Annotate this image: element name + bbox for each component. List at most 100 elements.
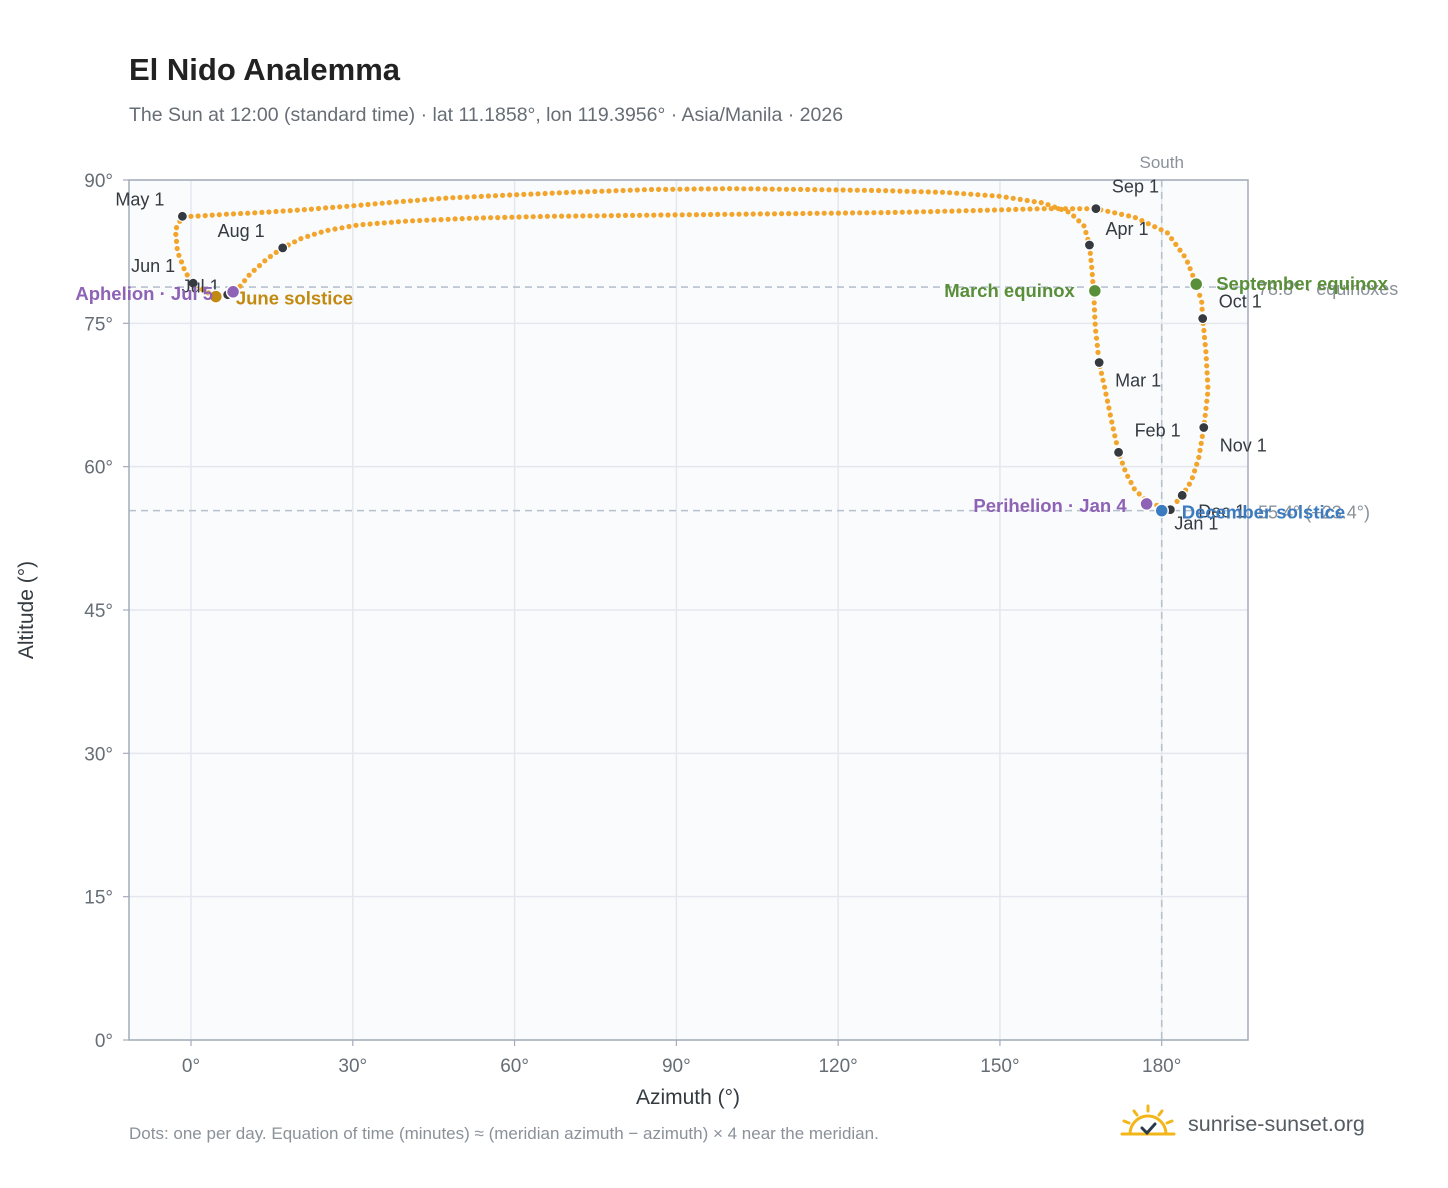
- daily-dot: [1106, 405, 1112, 411]
- daily-dot: [1181, 253, 1187, 259]
- daily-dot: [407, 198, 414, 204]
- altitude-reference-label: 78.8° · equinoxes: [1258, 279, 1398, 299]
- daily-dot: [551, 213, 558, 219]
- event-label: June solstice: [236, 288, 353, 309]
- daily-dot: [719, 186, 726, 192]
- daily-dot: [762, 186, 768, 192]
- daily-dot: [273, 208, 279, 215]
- daily-dot: [535, 191, 541, 197]
- month-label: Oct 1: [1219, 292, 1262, 312]
- daily-dot: [878, 210, 884, 216]
- daily-dot: [1048, 206, 1054, 212]
- daily-dot: [722, 211, 728, 217]
- daily-dot: [805, 186, 811, 193]
- daily-dot: [1089, 271, 1095, 278]
- daily-dot: [1095, 349, 1101, 355]
- daily-dot: [1020, 206, 1026, 212]
- daily-dot: [1092, 321, 1098, 327]
- daily-dot: [776, 186, 782, 192]
- daily-dot: [783, 186, 790, 192]
- brand[interactable]: sunrise-sunset.org: [1120, 1104, 1365, 1144]
- daily-dot: [452, 216, 458, 222]
- daily-dot: [1102, 384, 1108, 390]
- daily-dot: [991, 207, 998, 213]
- daily-dot: [899, 209, 905, 215]
- daily-dot: [184, 272, 190, 278]
- daily-dot: [989, 193, 995, 199]
- daily-dot: [984, 207, 991, 213]
- daily-dot: [330, 204, 336, 210]
- daily-dot: [480, 215, 487, 221]
- month-label: Mar 1: [1115, 371, 1161, 391]
- daily-dot: [592, 188, 598, 195]
- daily-dot: [173, 238, 180, 244]
- daily-dot: [1083, 229, 1089, 236]
- event-marker: [1087, 283, 1103, 299]
- daily-dot: [298, 236, 304, 242]
- daily-dot: [748, 186, 754, 192]
- daily-dot: [892, 209, 898, 215]
- daily-dot: [266, 209, 272, 215]
- month-marker: [1197, 312, 1209, 325]
- y-axis-label: Altitude (°): [15, 561, 38, 659]
- daily-dot: [812, 187, 818, 193]
- daily-dot: [223, 211, 229, 217]
- y-tick-label: 15°: [84, 888, 113, 909]
- daily-dot: [587, 213, 593, 219]
- daily-dot: [521, 191, 527, 197]
- event-marker: [1188, 276, 1204, 292]
- daily-dot: [793, 211, 799, 217]
- event-marker: [1154, 503, 1169, 518]
- daily-dot: [563, 189, 570, 196]
- daily-dot: [949, 208, 955, 214]
- event-marker: [1139, 496, 1154, 512]
- daily-dot: [693, 212, 700, 218]
- daily-dot: [1204, 370, 1210, 376]
- daily-dot: [1070, 206, 1076, 212]
- event-label: September equinox: [1216, 273, 1388, 294]
- daily-dot: [1136, 491, 1142, 497]
- daily-dot: [663, 186, 669, 192]
- daily-dot: [1203, 405, 1209, 411]
- daily-dot: [622, 212, 629, 218]
- daily-dot: [1013, 206, 1019, 212]
- x-tick-label: 60°: [500, 1056, 529, 1077]
- daily-dot: [854, 187, 860, 193]
- daily-dot: [1197, 292, 1203, 298]
- brand-name: sunrise-sunset.org: [1188, 1111, 1365, 1136]
- daily-dot: [488, 215, 494, 221]
- daily-dot: [450, 195, 456, 201]
- daily-dot: [308, 206, 314, 212]
- daily-dot: [395, 219, 401, 225]
- x-tick-label: 150°: [980, 1056, 1019, 1077]
- daily-dot: [252, 210, 258, 216]
- daily-dot: [1112, 210, 1118, 216]
- daily-dot: [1158, 227, 1164, 233]
- daily-dot: [1198, 440, 1204, 446]
- daily-dot: [216, 212, 222, 218]
- daily-dot: [332, 226, 338, 232]
- daily-dot: [530, 214, 536, 220]
- daily-dot: [438, 217, 444, 223]
- grid: [129, 179, 1248, 1041]
- daily-dot: [528, 191, 534, 197]
- daily-dot: [734, 186, 740, 192]
- daily-dot: [606, 188, 612, 194]
- month-label: Jan 1: [1174, 514, 1218, 534]
- daily-dot: [982, 192, 988, 198]
- daily-dot: [388, 219, 394, 225]
- month-label: Feb 1: [1135, 420, 1181, 440]
- daily-dot: [566, 213, 572, 219]
- daily-dot: [1076, 218, 1082, 224]
- daily-dot: [833, 187, 839, 193]
- daily-dot: [402, 218, 409, 224]
- daily-dot: [670, 186, 676, 192]
- daily-dot: [712, 186, 719, 192]
- daily-dot: [459, 216, 465, 222]
- daily-dot: [847, 187, 853, 193]
- daily-dot: [1041, 206, 1047, 212]
- daily-dot: [1034, 206, 1040, 212]
- daily-dot: [188, 213, 194, 219]
- daily-dot: [708, 211, 714, 218]
- daily-dot: [850, 210, 856, 216]
